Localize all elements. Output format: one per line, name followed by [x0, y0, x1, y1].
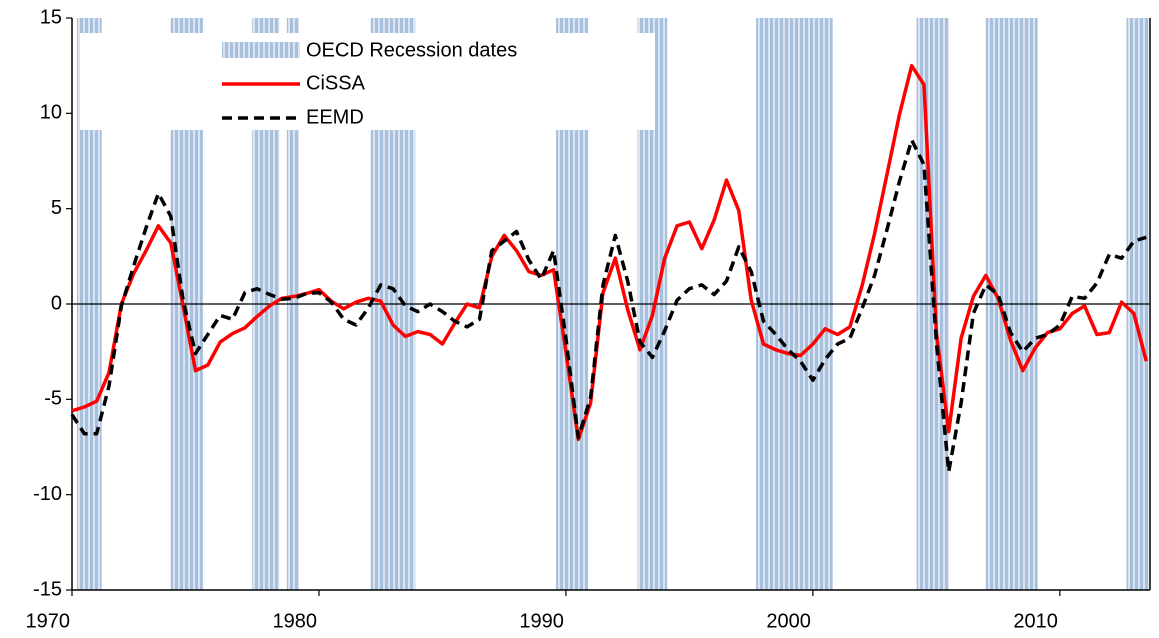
plot: -15 -10 -5 0 5 10 15 1970 1980 1990 2000 2010 OECD R… [26, 6, 1151, 632]
y-tick-label: -5 [44, 388, 62, 410]
x-tick-label: 1970 [26, 610, 71, 632]
legend-label: EEMD [306, 106, 364, 128]
y-tick-label: 10 [40, 102, 62, 124]
x-tick-label: 1990 [519, 610, 564, 632]
y-tick-label: -10 [33, 483, 62, 505]
series-line [70, 138, 1147, 474]
series-line [71, 63, 1148, 442]
legend-label: OECD Recession dates [306, 39, 517, 61]
x-tick-label: 1980 [272, 610, 317, 632]
x-tick-label: 2000 [766, 610, 811, 632]
legend-swatch [222, 42, 300, 58]
legend-box [80, 33, 655, 130]
y-tick-label: 15 [40, 6, 62, 28]
legend-label: CiSSA [306, 72, 366, 94]
y-tick-label: -15 [33, 578, 62, 600]
y-tick-label: 5 [51, 197, 62, 219]
x-tick-label: 2010 [1013, 610, 1058, 632]
y-tick-label: 0 [51, 292, 62, 314]
